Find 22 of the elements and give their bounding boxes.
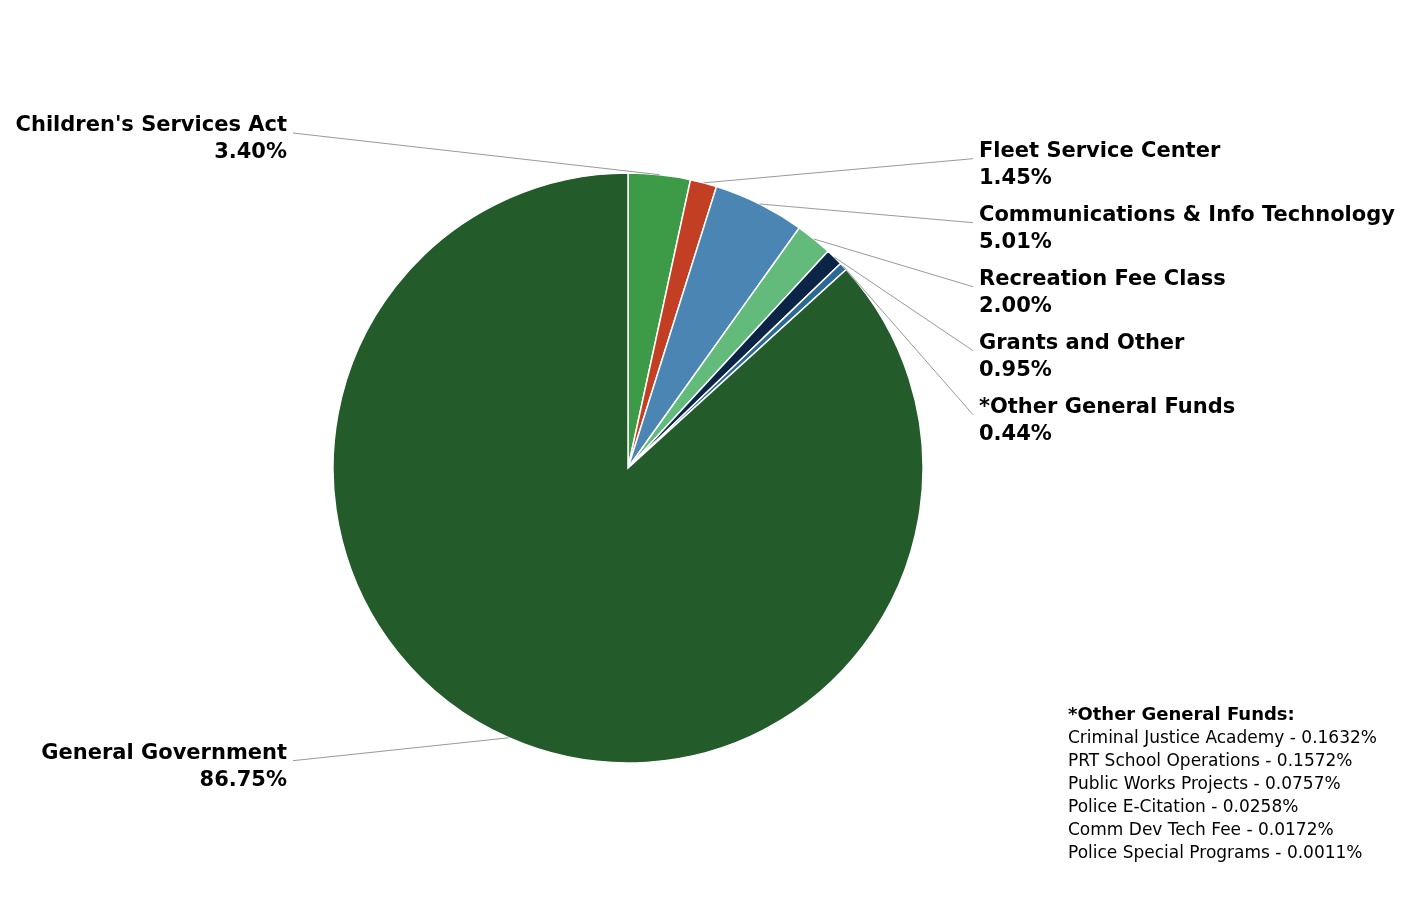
data-label: 2.00% bbox=[979, 292, 1052, 317]
data-label: 0.95% bbox=[979, 356, 1052, 381]
slice-label: Grants and Other bbox=[979, 329, 1186, 354]
slice-label: *Other General Funds bbox=[979, 393, 1236, 418]
slice-label: Communications & Info Technology bbox=[979, 201, 1396, 226]
data-label: 0.44% bbox=[979, 420, 1052, 445]
text: Police E-Citation - 0.0258% bbox=[1068, 796, 1299, 816]
slice-label: General Government bbox=[41, 739, 287, 764]
text: PRT School Operations - 0.1572% bbox=[1068, 750, 1353, 770]
text: *Other General Funds: bbox=[1068, 703, 1295, 724]
text: Police Special Programs - 0.0011% bbox=[1068, 842, 1363, 862]
slice-label: Fleet Service Center bbox=[979, 137, 1221, 162]
pie-slice bbox=[332, 172, 924, 764]
data-label: 5.01% bbox=[979, 228, 1052, 253]
slice-label: Children's Services Act bbox=[15, 112, 287, 136]
text: Criminal Justice Academy - 0.1632% bbox=[1068, 727, 1377, 747]
slice-label: Recreation Fee Class bbox=[979, 265, 1226, 290]
text: Public Works Projects - 0.0757% bbox=[1068, 773, 1341, 793]
data-label: 3.40% bbox=[214, 139, 287, 163]
text: Comm Dev Tech Fee - 0.0172% bbox=[1068, 819, 1334, 839]
data-label: 1.45% bbox=[979, 164, 1052, 189]
data-label: 86.75% bbox=[199, 766, 287, 791]
